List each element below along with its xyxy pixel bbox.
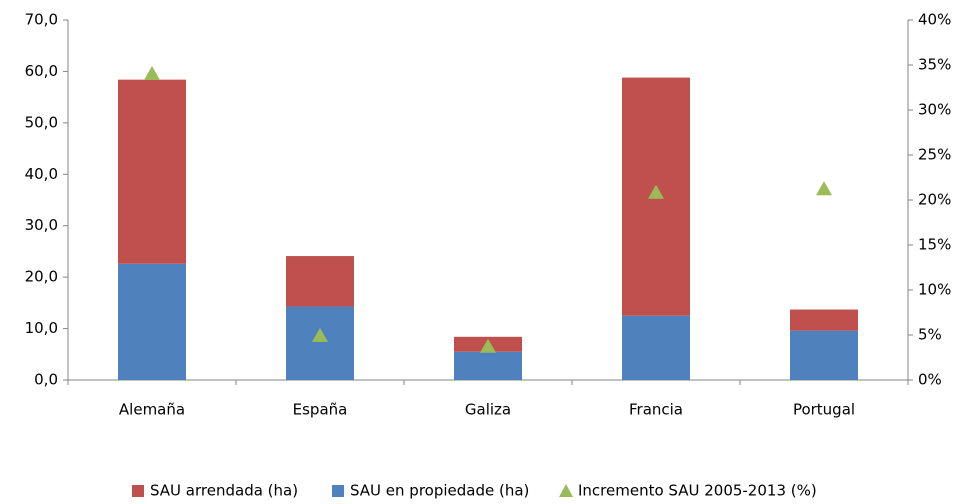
marker: [144, 66, 160, 80]
y2-tick-label: 40%: [918, 11, 951, 29]
y-tick-label: 0,0: [34, 371, 58, 389]
y2-tick-label: 20%: [918, 191, 951, 209]
legend-swatch: [132, 485, 144, 497]
x-tick-label: Alemaña: [119, 401, 185, 419]
y-tick-label: 60,0: [25, 62, 58, 80]
y-tick-label: 30,0: [25, 216, 58, 234]
bar: [286, 306, 354, 380]
y2-tick-label: 10%: [918, 281, 951, 299]
legend-label: Incremento SAU 2005-2013 (%): [578, 482, 817, 500]
y2-tick-label: 15%: [918, 236, 951, 254]
x-tick-label: España: [293, 401, 348, 419]
y-tick-label: 70,0: [25, 11, 58, 29]
y-tick-label: 10,0: [25, 319, 58, 337]
bar: [118, 79, 186, 264]
y2-tick-label: 0%: [918, 371, 942, 389]
marker: [648, 184, 664, 199]
bar: [790, 330, 858, 380]
y2-tick-label: 5%: [918, 326, 942, 344]
y2-tick-label: 30%: [918, 101, 951, 119]
bar: [622, 315, 690, 380]
y-tick-label: 50,0: [25, 113, 58, 131]
x-tick-label: Francia: [629, 401, 683, 419]
legend-label: SAU arrendada (ha): [150, 482, 298, 500]
bar: [286, 256, 354, 307]
legend-swatch: [332, 485, 344, 497]
y2-tick-label: 25%: [918, 146, 951, 164]
x-tick-label: Galiza: [465, 401, 511, 419]
y2-tick-label: 35%: [918, 56, 951, 74]
bar: [454, 351, 522, 380]
bar: [790, 309, 858, 331]
marker: [816, 181, 832, 196]
marker: [480, 338, 496, 353]
x-tick-label: Portugal: [793, 401, 855, 419]
legend-marker: [559, 484, 573, 497]
y-tick-label: 40,0: [25, 165, 58, 183]
legend-label: SAU en propiedade (ha): [350, 482, 529, 500]
marker: [312, 327, 328, 342]
y-tick-label: 20,0: [25, 268, 58, 286]
bar: [118, 263, 186, 380]
